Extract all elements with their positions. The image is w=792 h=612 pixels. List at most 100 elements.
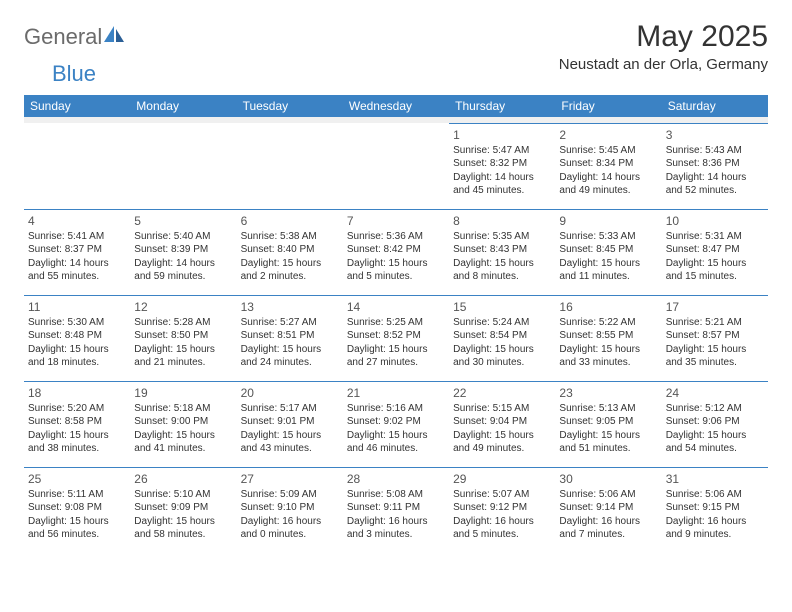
sunrise-text: Sunrise: 5:41 AM — [28, 230, 126, 244]
day-number: 30 — [559, 471, 657, 487]
month-title: May 2025 — [559, 20, 768, 54]
day-cell: 3Sunrise: 5:43 AMSunset: 8:36 PMDaylight… — [662, 123, 768, 209]
sunset-text: Sunset: 9:12 PM — [453, 501, 551, 515]
sunset-text: Sunset: 8:36 PM — [666, 157, 764, 171]
day-cell: 26Sunrise: 5:10 AMSunset: 9:09 PMDayligh… — [130, 467, 236, 553]
sunset-text: Sunset: 8:57 PM — [666, 329, 764, 343]
sunset-text: Sunset: 9:05 PM — [559, 415, 657, 429]
daylight-text: and 56 minutes. — [28, 528, 126, 542]
sunrise-text: Sunrise: 5:07 AM — [453, 488, 551, 502]
daylight-text: and 7 minutes. — [559, 528, 657, 542]
day-cell: 10Sunrise: 5:31 AMSunset: 8:47 PMDayligh… — [662, 209, 768, 295]
day-number: 16 — [559, 299, 657, 315]
daylight-text: and 49 minutes. — [453, 442, 551, 456]
day-number: 4 — [28, 213, 126, 229]
day-cell: 22Sunrise: 5:15 AMSunset: 9:04 PMDayligh… — [449, 381, 555, 467]
daylight-text: Daylight: 16 hours — [347, 515, 445, 529]
daylight-text: and 45 minutes. — [453, 184, 551, 198]
sunrise-text: Sunrise: 5:15 AM — [453, 402, 551, 416]
sunrise-text: Sunrise: 5:16 AM — [347, 402, 445, 416]
sunset-text: Sunset: 8:47 PM — [666, 243, 764, 257]
sunrise-text: Sunrise: 5:31 AM — [666, 230, 764, 244]
logo: General — [24, 24, 126, 50]
sunrise-text: Sunrise: 5:13 AM — [559, 402, 657, 416]
daylight-text: Daylight: 16 hours — [666, 515, 764, 529]
day-number: 8 — [453, 213, 551, 229]
sunrise-text: Sunrise: 5:25 AM — [347, 316, 445, 330]
sunrise-text: Sunrise: 5:06 AM — [666, 488, 764, 502]
day-cell: 19Sunrise: 5:18 AMSunset: 9:00 PMDayligh… — [130, 381, 236, 467]
sunset-text: Sunset: 8:55 PM — [559, 329, 657, 343]
day-number: 22 — [453, 385, 551, 401]
daylight-text: Daylight: 15 hours — [347, 429, 445, 443]
day-cell: 25Sunrise: 5:11 AMSunset: 9:08 PMDayligh… — [24, 467, 130, 553]
daylight-text: Daylight: 16 hours — [241, 515, 339, 529]
day-number: 13 — [241, 299, 339, 315]
daylight-text: and 30 minutes. — [453, 356, 551, 370]
daylight-text: Daylight: 14 hours — [453, 171, 551, 185]
day-number: 18 — [28, 385, 126, 401]
daylight-text: and 0 minutes. — [241, 528, 339, 542]
day-number: 3 — [666, 127, 764, 143]
week-row: 25Sunrise: 5:11 AMSunset: 9:08 PMDayligh… — [24, 467, 768, 553]
title-block: May 2025 Neustadt an der Orla, Germany — [559, 20, 768, 73]
day-cell: 13Sunrise: 5:27 AMSunset: 8:51 PMDayligh… — [237, 295, 343, 381]
day-cell — [130, 123, 236, 209]
day-cell: 15Sunrise: 5:24 AMSunset: 8:54 PMDayligh… — [449, 295, 555, 381]
sunrise-text: Sunrise: 5:18 AM — [134, 402, 232, 416]
sunrise-text: Sunrise: 5:47 AM — [453, 144, 551, 158]
daylight-text: and 58 minutes. — [134, 528, 232, 542]
day-cell: 18Sunrise: 5:20 AMSunset: 8:58 PMDayligh… — [24, 381, 130, 467]
sunset-text: Sunset: 9:15 PM — [666, 501, 764, 515]
day-number: 9 — [559, 213, 657, 229]
day-cell: 2Sunrise: 5:45 AMSunset: 8:34 PMDaylight… — [555, 123, 661, 209]
sunrise-text: Sunrise: 5:35 AM — [453, 230, 551, 244]
day-cell: 20Sunrise: 5:17 AMSunset: 9:01 PMDayligh… — [237, 381, 343, 467]
sunrise-text: Sunrise: 5:36 AM — [347, 230, 445, 244]
day-number: 15 — [453, 299, 551, 315]
day-number: 24 — [666, 385, 764, 401]
sunrise-text: Sunrise: 5:17 AM — [241, 402, 339, 416]
day-number: 6 — [241, 213, 339, 229]
daylight-text: Daylight: 15 hours — [134, 429, 232, 443]
logo-text-general: General — [24, 24, 102, 50]
day-cell — [24, 123, 130, 209]
day-cell: 8Sunrise: 5:35 AMSunset: 8:43 PMDaylight… — [449, 209, 555, 295]
daylight-text: Daylight: 15 hours — [28, 515, 126, 529]
day-number: 10 — [666, 213, 764, 229]
day-cell: 1Sunrise: 5:47 AMSunset: 8:32 PMDaylight… — [449, 123, 555, 209]
sunset-text: Sunset: 9:11 PM — [347, 501, 445, 515]
day-header: Wednesday — [343, 95, 449, 117]
day-cell: 6Sunrise: 5:38 AMSunset: 8:40 PMDaylight… — [237, 209, 343, 295]
daylight-text: Daylight: 15 hours — [453, 429, 551, 443]
day-cell: 24Sunrise: 5:12 AMSunset: 9:06 PMDayligh… — [662, 381, 768, 467]
daylight-text: and 46 minutes. — [347, 442, 445, 456]
daylight-text: and 3 minutes. — [347, 528, 445, 542]
sunset-text: Sunset: 8:58 PM — [28, 415, 126, 429]
sunrise-text: Sunrise: 5:06 AM — [559, 488, 657, 502]
sunset-text: Sunset: 8:32 PM — [453, 157, 551, 171]
day-header: Saturday — [662, 95, 768, 117]
day-number: 20 — [241, 385, 339, 401]
day-header: Tuesday — [237, 95, 343, 117]
day-number: 27 — [241, 471, 339, 487]
daylight-text: Daylight: 16 hours — [559, 515, 657, 529]
daylight-text: and 38 minutes. — [28, 442, 126, 456]
day-cell: 23Sunrise: 5:13 AMSunset: 9:05 PMDayligh… — [555, 381, 661, 467]
sunrise-text: Sunrise: 5:21 AM — [666, 316, 764, 330]
logo-text-blue: Blue — [52, 61, 96, 87]
daylight-text: and 27 minutes. — [347, 356, 445, 370]
day-cell: 31Sunrise: 5:06 AMSunset: 9:15 PMDayligh… — [662, 467, 768, 553]
daylight-text: Daylight: 15 hours — [28, 429, 126, 443]
daylight-text: Daylight: 15 hours — [241, 429, 339, 443]
day-number: 14 — [347, 299, 445, 315]
day-cell: 4Sunrise: 5:41 AMSunset: 8:37 PMDaylight… — [24, 209, 130, 295]
week-row: 11Sunrise: 5:30 AMSunset: 8:48 PMDayligh… — [24, 295, 768, 381]
day-cell: 30Sunrise: 5:06 AMSunset: 9:14 PMDayligh… — [555, 467, 661, 553]
daylight-text: and 51 minutes. — [559, 442, 657, 456]
day-cell: 7Sunrise: 5:36 AMSunset: 8:42 PMDaylight… — [343, 209, 449, 295]
daylight-text: and 35 minutes. — [666, 356, 764, 370]
sunrise-text: Sunrise: 5:38 AM — [241, 230, 339, 244]
daylight-text: Daylight: 15 hours — [241, 343, 339, 357]
day-number: 28 — [347, 471, 445, 487]
